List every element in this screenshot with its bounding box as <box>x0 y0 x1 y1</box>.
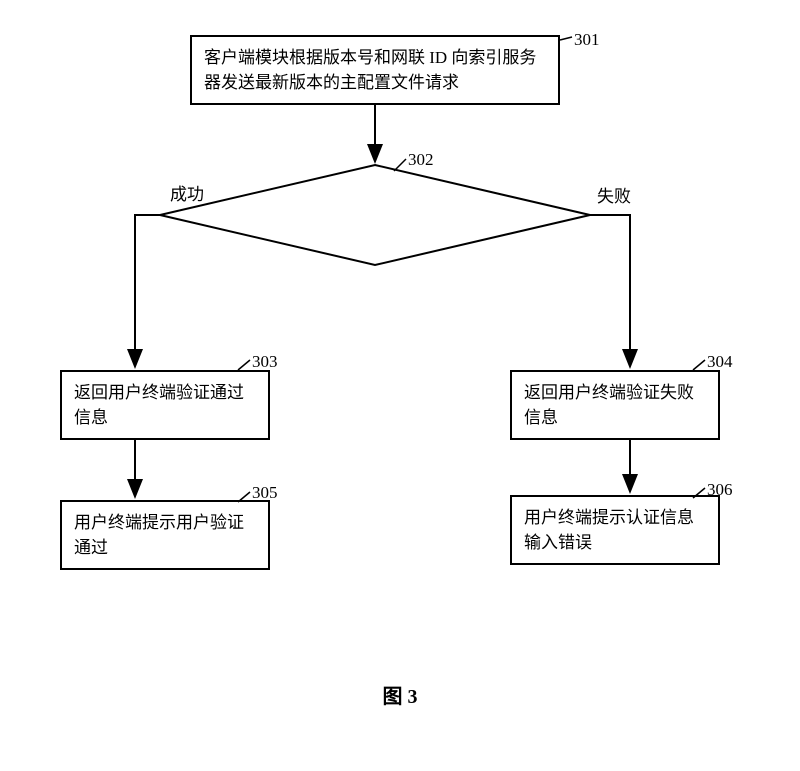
node-305-num: 305 <box>252 483 278 503</box>
node-302: 认证服务器验证用户认证信息 <box>160 165 590 265</box>
edge-label-fail: 失败 <box>597 182 631 207</box>
node-305: 用户终端提示用户验证通过 <box>60 500 270 570</box>
node-304-text: 返回用户终端验证失败信息 <box>524 380 706 431</box>
flowchart-canvas: 客户端模块根据版本号和网联 ID 向索引服务器发送最新版本的主配置文件请求 30… <box>0 0 800 771</box>
node-303-num: 303 <box>252 352 278 372</box>
node-301-text: 客户端模块根据版本号和网联 ID 向索引服务器发送最新版本的主配置文件请求 <box>204 45 546 96</box>
node-301: 客户端模块根据版本号和网联 ID 向索引服务器发送最新版本的主配置文件请求 <box>190 35 560 105</box>
figure-caption: 图 3 <box>0 680 800 709</box>
node-305-text: 用户终端提示用户验证通过 <box>74 510 256 561</box>
node-306: 用户终端提示认证信息输入错误 <box>510 495 720 565</box>
node-303-text: 返回用户终端验证通过信息 <box>74 380 256 431</box>
node-302-text: 认证服务器验证用户认证信息 <box>265 203 486 227</box>
node-302-num: 302 <box>408 150 434 170</box>
node-303: 返回用户终端验证通过信息 <box>60 370 270 440</box>
node-301-num: 301 <box>574 30 600 50</box>
edge-label-success: 成功 <box>170 180 204 205</box>
node-304-num: 304 <box>707 352 733 372</box>
node-306-text: 用户终端提示认证信息输入错误 <box>524 505 706 556</box>
node-306-num: 306 <box>707 480 733 500</box>
node-304: 返回用户终端验证失败信息 <box>510 370 720 440</box>
